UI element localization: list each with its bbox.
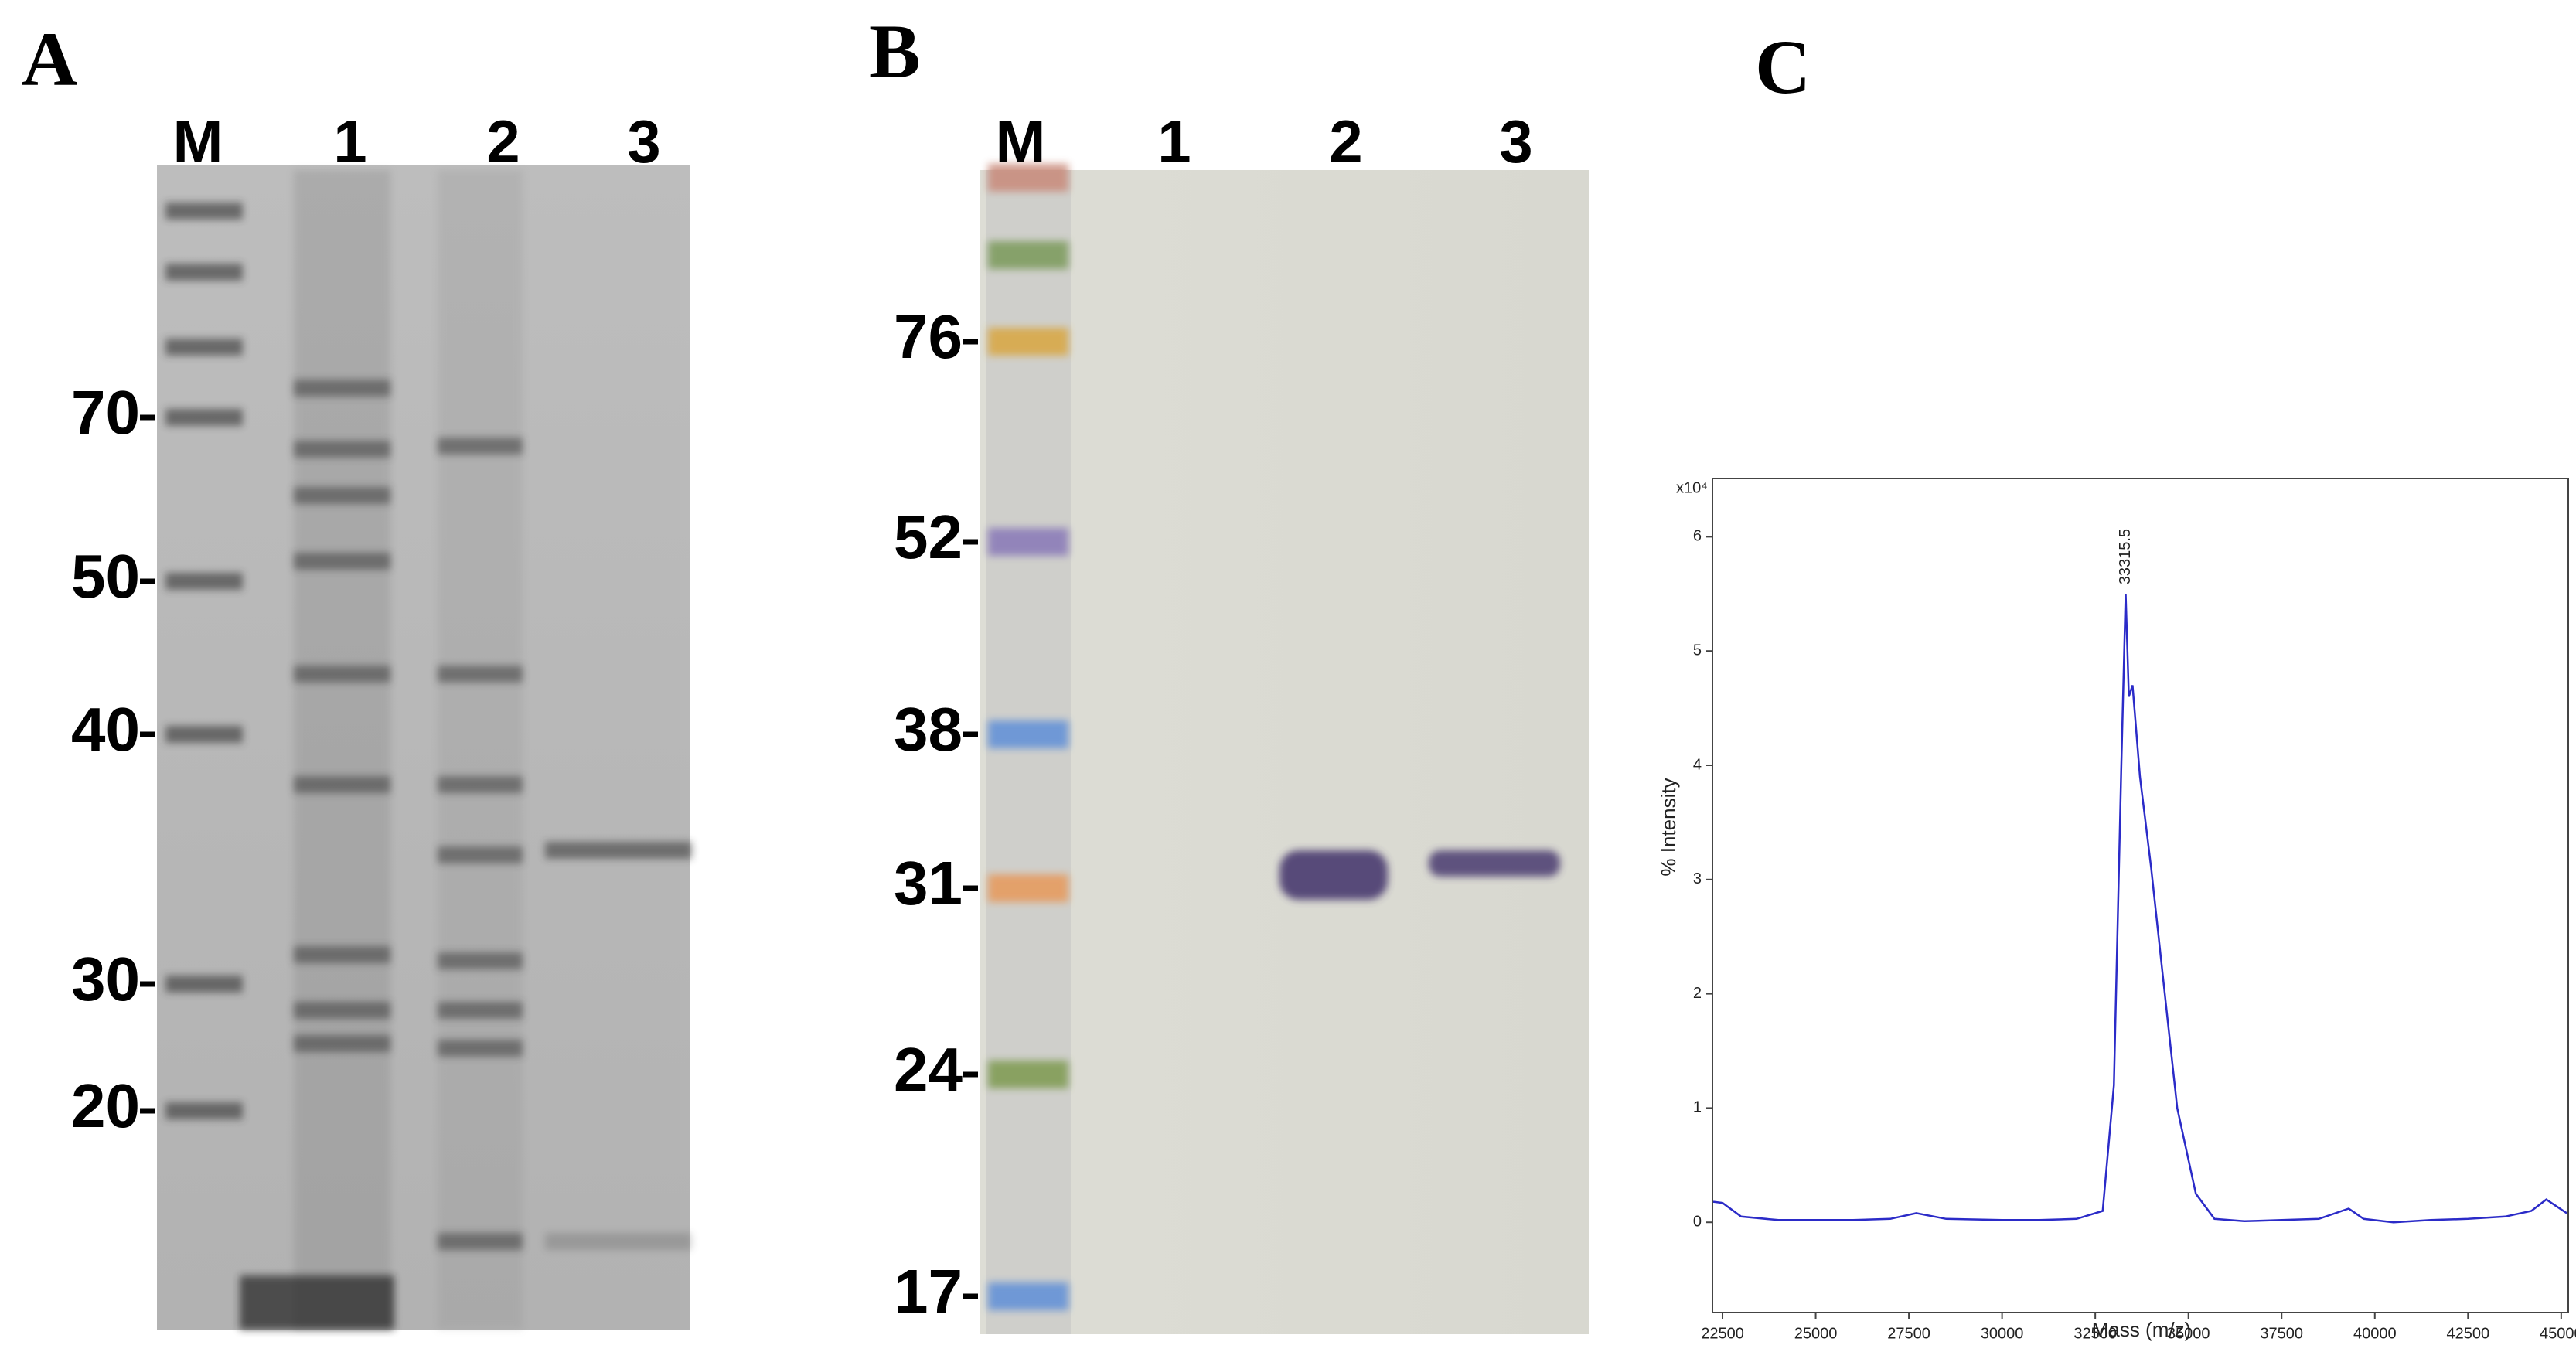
gel-band [294, 487, 390, 504]
gel-band [438, 846, 523, 863]
x-tick-label: 22500 [1701, 1325, 1744, 1342]
gel-band [294, 946, 390, 963]
gel-band [545, 1233, 692, 1250]
x-tick-label: 32500 [2073, 1325, 2117, 1342]
marker-label: 38 [894, 695, 963, 764]
marker-label: 76 [894, 302, 963, 371]
ladder-band [988, 164, 1068, 192]
gel-band [294, 553, 390, 570]
x-tick-label: 37500 [2260, 1325, 2303, 1342]
marker-label: 70 [71, 378, 140, 447]
gel-band [438, 666, 523, 683]
y-tick-label: 4 [1693, 756, 1702, 773]
gel-band [165, 976, 243, 993]
marker-label: 52 [894, 502, 963, 571]
y-axis-label: % Intensity [1657, 778, 1680, 876]
ladder-band [988, 241, 1068, 269]
gel-band [165, 339, 243, 356]
marker-label: 20 [71, 1071, 140, 1140]
gel-band [294, 776, 390, 793]
gel-band [438, 1002, 523, 1019]
x-tick-label: 42500 [2446, 1325, 2489, 1342]
spectrum-line [1712, 594, 2567, 1224]
blot-band [1429, 850, 1560, 877]
gel-band [438, 438, 523, 455]
y-tick-label: 2 [1693, 985, 1702, 1002]
x-tick-label: 45000 [2540, 1325, 2576, 1342]
y-tick-label: 1 [1693, 1099, 1702, 1116]
gel-band [438, 1233, 523, 1250]
gel-band [294, 666, 390, 683]
gel-band [165, 203, 243, 220]
lane-label: 2 [486, 107, 520, 175]
ladder-band [988, 874, 1068, 902]
gel-band [438, 1040, 523, 1057]
ladder-band [988, 1282, 1068, 1310]
ladder-band [988, 328, 1068, 356]
ladder-band [988, 720, 1068, 748]
ladder-band [988, 1061, 1068, 1088]
gel-band [294, 1002, 390, 1019]
gel-band [294, 1035, 390, 1052]
peak-label: 33315.5 [2117, 529, 2134, 584]
marker-label: 40 [71, 695, 140, 764]
lane-smear [438, 170, 523, 1330]
x-tick-label: 27500 [1887, 1325, 1930, 1342]
gel-band [294, 380, 390, 397]
marker-label: 24 [894, 1035, 963, 1104]
y-tick-label: 5 [1693, 642, 1702, 659]
lane-label: 3 [627, 107, 660, 175]
x-axis-label: Mass (m/z) [2092, 1318, 2192, 1341]
marker-label: 17 [894, 1257, 963, 1326]
x-tick-label: 35000 [2167, 1325, 2210, 1342]
lane-label: 2 [1329, 107, 1362, 175]
x-tick-label: 40000 [2353, 1325, 2397, 1342]
marker-label: 30 [71, 945, 140, 1013]
marker-label: 50 [71, 542, 140, 611]
panel-label: C [1755, 24, 1811, 110]
gel-b [980, 170, 1589, 1334]
lane-label: 3 [1499, 107, 1532, 175]
blot-band [1279, 850, 1388, 900]
lane-label: M [173, 107, 223, 175]
gel-band [165, 409, 243, 426]
gel-band [294, 441, 390, 458]
gel-band [438, 776, 523, 793]
lane-smear [294, 170, 390, 1330]
gel-band [165, 1102, 243, 1119]
y-tick-label: 0 [1693, 1214, 1702, 1231]
gel-band [240, 1275, 394, 1330]
gel-a [157, 165, 690, 1330]
plot-frame [1712, 478, 2569, 1313]
y-tick-label: 3 [1693, 870, 1702, 887]
lane-label: 1 [1157, 107, 1191, 175]
panel-label: B [869, 9, 921, 94]
gel-band [165, 726, 243, 743]
panel-label: A [22, 16, 77, 102]
ladder-lane [986, 170, 1071, 1334]
ladder-band [988, 528, 1068, 556]
marker-label: 31 [894, 849, 963, 918]
x-tick-label: 30000 [1981, 1325, 2024, 1342]
gel-band [438, 952, 523, 969]
gel-band [545, 842, 692, 859]
gel-band [165, 264, 243, 281]
x-tick-label: 25000 [1794, 1325, 1838, 1342]
y-tick-label: 6 [1693, 528, 1702, 545]
y-multiplier: x10⁴ [1676, 479, 1708, 496]
lane-label: M [996, 107, 1046, 175]
gel-band [165, 573, 243, 590]
lane-label: 1 [333, 107, 366, 175]
